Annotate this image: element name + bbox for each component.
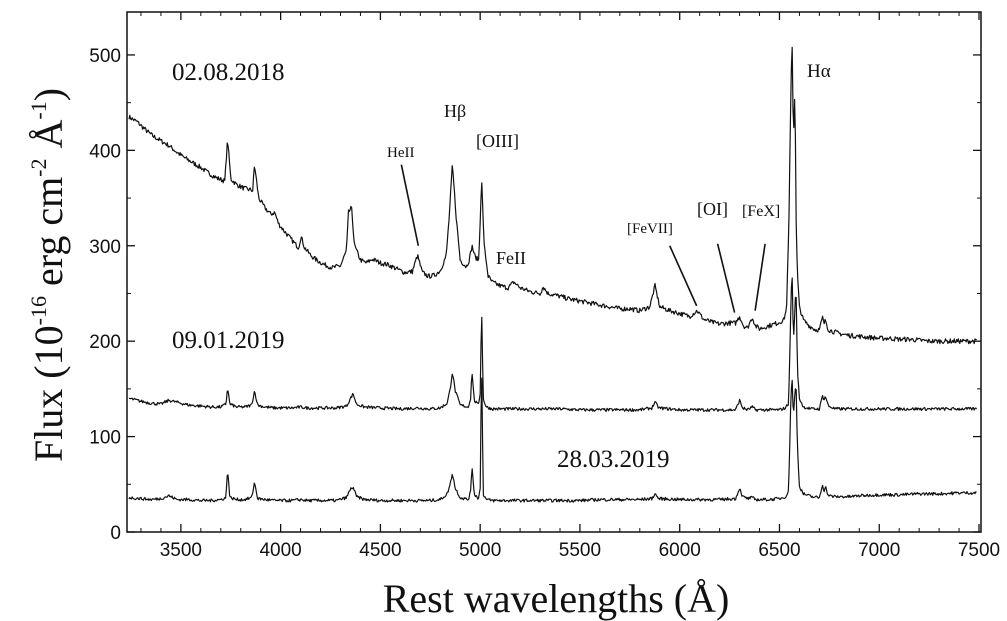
x-tick-label: 4500 (359, 540, 401, 561)
plot-frame (126, 11, 982, 533)
annotation-oi: [OI] (697, 199, 728, 219)
annotation-halpha: Hα (807, 61, 831, 82)
y-tick-label: 0 (110, 523, 121, 544)
series-line-2 (128, 277, 978, 412)
y-tick-label: 400 (89, 141, 121, 162)
y-axis-title: Flux (10-16 erg cm-2 Å-1) (26, 88, 71, 462)
x-tick-label: 5000 (459, 540, 501, 561)
series-line-3 (128, 377, 977, 503)
annotation-fex: [FeX] (742, 203, 780, 220)
x-tick-label: 4000 (259, 540, 301, 561)
pointer-fex (754, 243, 766, 311)
axis-ticks: 3500 4000 4500 5000 5500 6000 6500 7000 7500 0 100… (89, 12, 1000, 561)
pointer-oi (716, 243, 736, 313)
y-tick-label: 500 (89, 46, 121, 67)
x-tick-label: 7000 (858, 540, 900, 561)
annotation-heii: HeII (387, 145, 414, 161)
y-tick-label: 300 (89, 237, 121, 258)
x-tick-label: 6500 (758, 540, 800, 561)
pointer-heii (400, 164, 420, 246)
annotation-pointers (400, 164, 766, 313)
y-tick-label: 200 (89, 332, 121, 353)
series-label-2: 09.01.2019 (172, 327, 285, 354)
series-label-3: 28.03.2019 (557, 446, 670, 473)
annotation-fevii: [FeVII] (627, 221, 673, 237)
x-tick-label: 6000 (659, 540, 701, 561)
x-tick-label: 5500 (559, 540, 601, 561)
annotation-hbeta: Hβ (444, 101, 466, 121)
series-line-1 (128, 46, 977, 345)
x-axis-title: Rest wavelengths (Å) (383, 576, 730, 621)
series-label-1: 02.08.2018 (172, 59, 285, 86)
x-tick-label: 7500 (958, 540, 1000, 561)
x-tick-label: 3500 (160, 540, 202, 561)
annotation-feii: FeII (496, 248, 526, 268)
series-layer (128, 46, 978, 503)
annotation-oiii: [OIII] (476, 131, 519, 151)
y-tick-label: 100 (89, 428, 121, 449)
pointer-fevii (668, 245, 698, 307)
